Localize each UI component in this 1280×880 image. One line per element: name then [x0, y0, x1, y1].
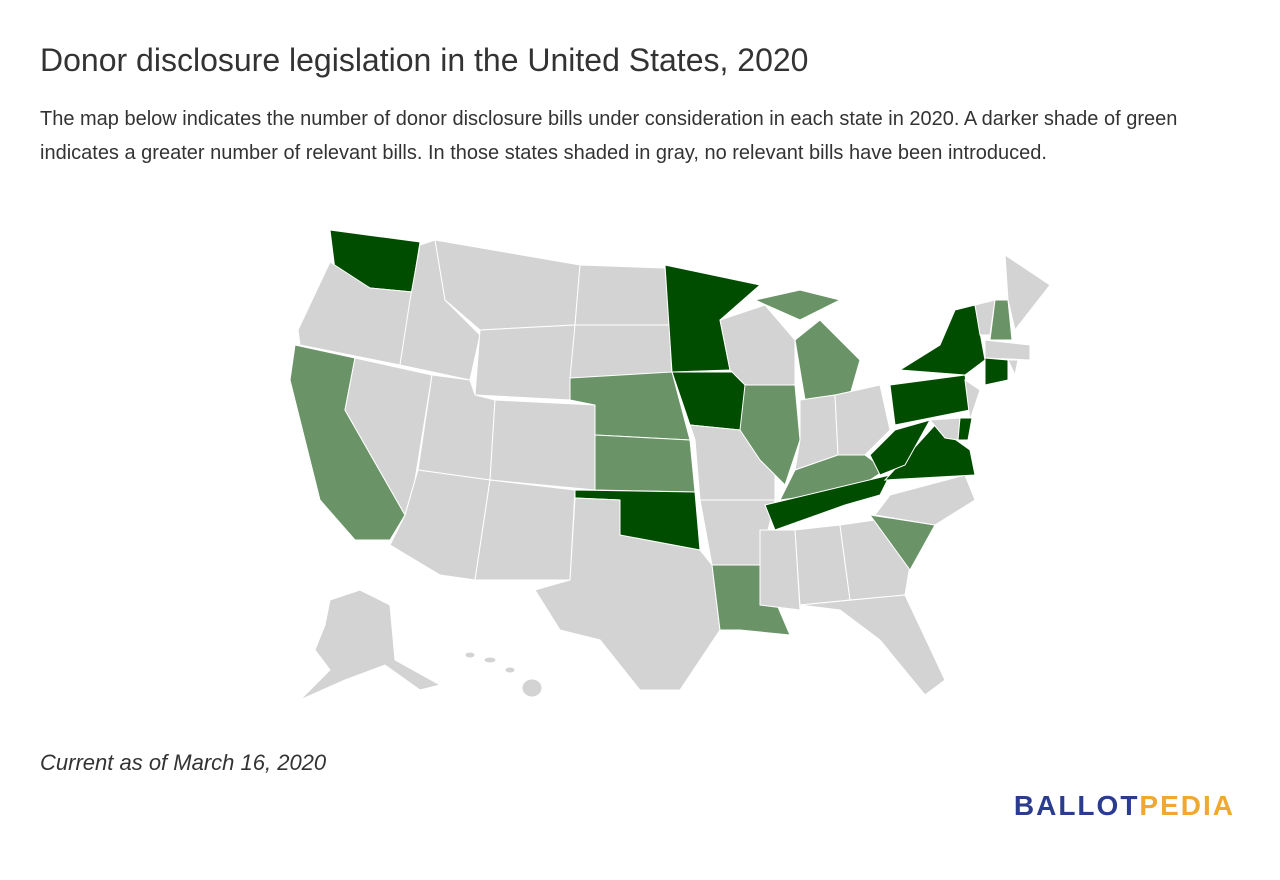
state-shape [957, 417, 973, 441]
state-shape [799, 594, 946, 696]
state-shape [889, 374, 971, 426]
state-shape [869, 419, 932, 476]
state-shape [759, 529, 801, 611]
state-shape [834, 384, 891, 456]
state-shape [534, 497, 721, 691]
description: The map below indicates the number of do… [40, 108, 1178, 164]
state-shape [874, 474, 976, 526]
state-shape [474, 479, 576, 581]
state-shape [1004, 254, 1051, 332]
state-shape [489, 399, 596, 491]
state-shape [594, 434, 696, 493]
logo: BALLOTPEDIA [1014, 790, 1235, 822]
state-shape [474, 324, 576, 401]
state-shape [989, 299, 1013, 341]
state-shape [898, 304, 986, 376]
title: Donor disclosure legislation in the Unit… [40, 42, 809, 78]
state-shape [1007, 359, 1019, 377]
logo-part: PEDIA [1139, 790, 1235, 821]
logo-part: BALLOT [1013, 790, 1140, 821]
state-shape [984, 339, 1031, 361]
state-shape [984, 357, 1009, 386]
state-shape [464, 651, 476, 659]
date-note: Current as of March 16, 2020 [40, 750, 327, 775]
state-shape [483, 656, 497, 664]
state-shape [753, 289, 842, 321]
state-shape [739, 384, 801, 486]
state-shape [521, 678, 543, 698]
state-shape [299, 589, 442, 701]
state-shape [964, 378, 981, 421]
state-shape [794, 319, 861, 401]
state-shape [839, 519, 911, 601]
state-shape [764, 474, 891, 531]
state-shape [974, 299, 996, 336]
state-shape [504, 666, 516, 674]
state-shape [711, 564, 791, 636]
state-shape [574, 264, 671, 326]
